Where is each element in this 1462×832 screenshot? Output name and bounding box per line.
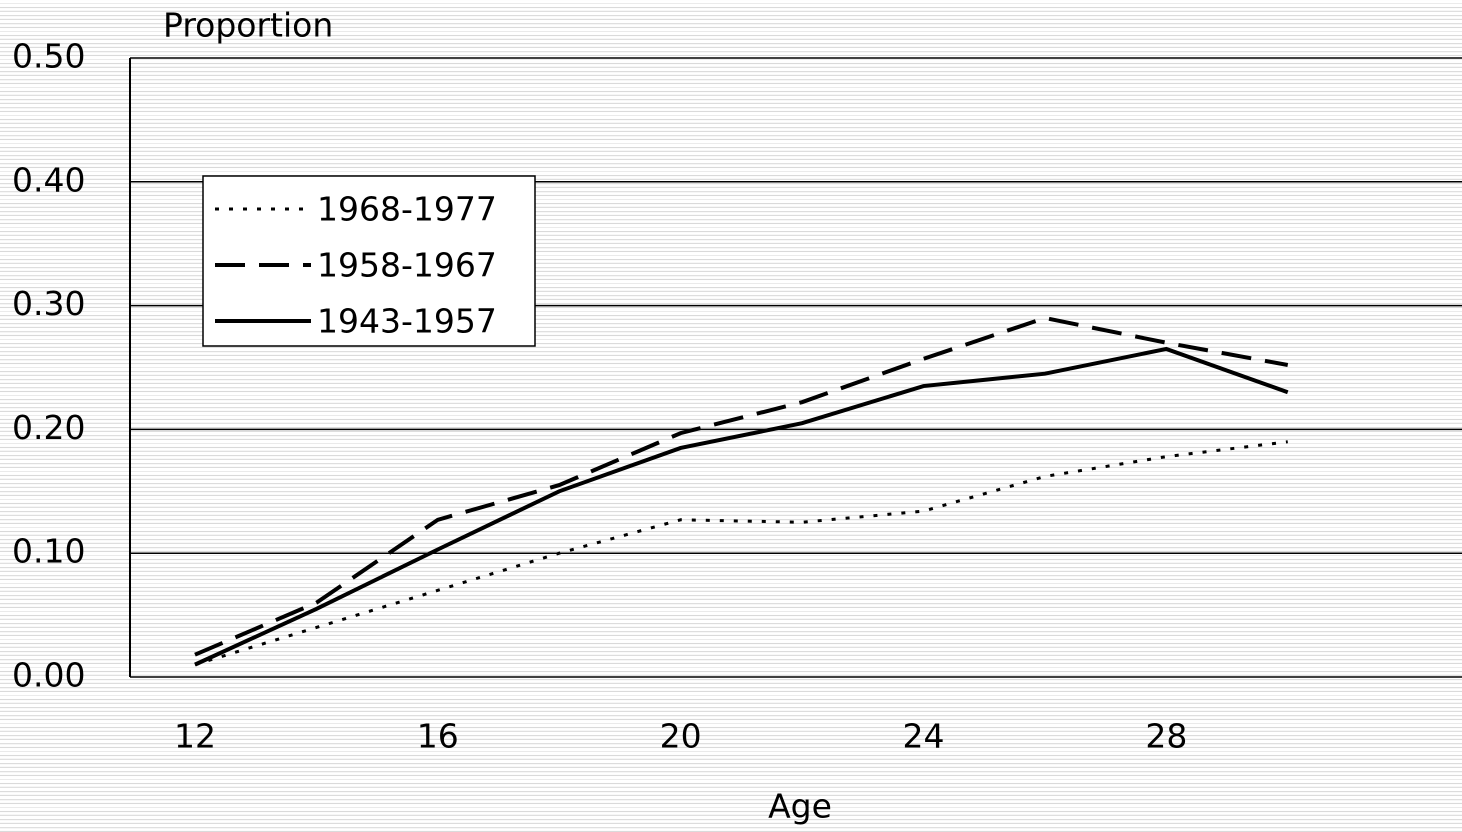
series-line <box>194 315 1289 657</box>
y-axis-title: Proportion <box>163 6 333 45</box>
y-tick-label: 0.00 <box>12 656 85 695</box>
legend-label: 1943-1957 <box>317 302 497 341</box>
legend-label: 1958-1967 <box>317 246 497 285</box>
y-tick-label: 0.50 <box>12 37 85 76</box>
legend-label: 1968-1977 <box>317 190 497 229</box>
x-axis-title: Age <box>768 787 832 826</box>
x-tick-label: 16 <box>417 717 459 756</box>
y-tick-label: 0.20 <box>12 408 85 447</box>
legend-box <box>202 175 536 347</box>
x-tick-label: 20 <box>660 717 702 756</box>
x-tick-label: 28 <box>1145 717 1187 756</box>
y-tick-label: 0.40 <box>12 160 85 199</box>
series-line <box>194 346 1289 667</box>
x-tick-label: 12 <box>174 717 216 756</box>
y-tick-label: 0.30 <box>12 284 85 323</box>
x-tick-label: 24 <box>902 717 944 756</box>
series-line <box>194 440 1288 667</box>
y-tick-label: 0.10 <box>12 532 85 571</box>
